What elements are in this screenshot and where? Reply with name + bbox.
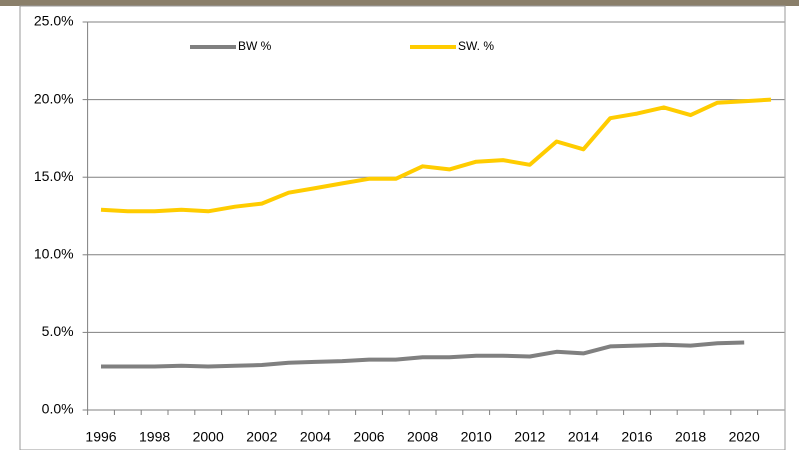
y-tick-label: 15.0% — [34, 168, 74, 184]
x-tick-label: 1996 — [85, 429, 116, 445]
x-tick-label: 2010 — [461, 429, 492, 445]
x-tick-label: 1998 — [139, 429, 170, 445]
x-tick-label: 2008 — [407, 429, 438, 445]
y-tick-label: 10.0% — [34, 246, 74, 262]
legend-label: SW. % — [458, 39, 494, 53]
y-tick-label: 0.0% — [42, 401, 74, 417]
legend-label: BW % — [238, 39, 272, 53]
y-tick-label: 5.0% — [42, 323, 74, 339]
x-tick-label: 2002 — [246, 429, 277, 445]
series-line — [100, 97, 772, 214]
x-tick-label: 2006 — [353, 429, 384, 445]
x-tick-label: 2004 — [300, 429, 331, 445]
photo-strip — [0, 0, 799, 6]
x-tick-label: 2012 — [514, 429, 545, 445]
x-tick-label: 2014 — [568, 429, 599, 445]
y-tick-label: 25.0% — [34, 13, 74, 29]
x-tick-label: 2016 — [621, 429, 652, 445]
chart-frame — [19, 5, 786, 450]
x-tick-label: 2000 — [193, 429, 224, 445]
x-tick-label: 2020 — [729, 429, 760, 445]
y-tick-label: 20.0% — [34, 90, 74, 106]
series-line — [101, 340, 745, 369]
x-tick-label: 2018 — [675, 429, 706, 445]
